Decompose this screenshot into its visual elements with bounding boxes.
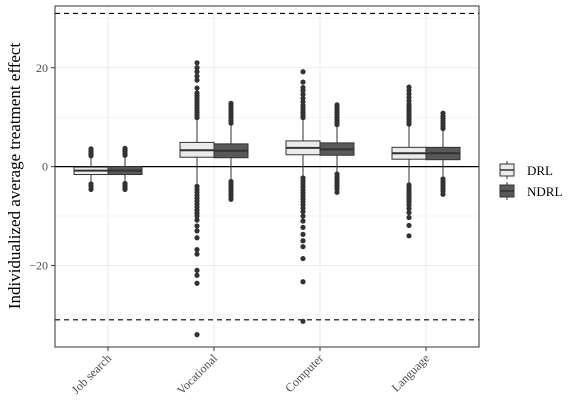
outlier-point bbox=[194, 247, 200, 253]
outlier-point bbox=[300, 238, 306, 244]
box-drl-vocational bbox=[179, 60, 215, 338]
outlier-point bbox=[194, 85, 200, 91]
outlier-point bbox=[194, 228, 200, 234]
outlier-point bbox=[194, 280, 200, 286]
outlier-point bbox=[228, 196, 234, 202]
outlier-point bbox=[440, 110, 446, 116]
outlier-point bbox=[194, 213, 200, 219]
outlier-point bbox=[194, 60, 200, 66]
outlier-point bbox=[300, 318, 306, 324]
outlier-point bbox=[300, 244, 306, 250]
legend-label: NDRL bbox=[527, 184, 562, 199]
x-axis-ticks: Job search Vocational Computer Language bbox=[69, 347, 432, 397]
plot-panel bbox=[55, 6, 479, 347]
box-ndrl-job-search bbox=[107, 145, 143, 192]
outlier-point bbox=[406, 209, 412, 216]
outlier-point bbox=[300, 95, 306, 102]
outlier-point bbox=[194, 69, 200, 75]
outlier-point bbox=[440, 191, 446, 197]
plot-border bbox=[54, 5, 480, 348]
outlier-point bbox=[194, 65, 200, 71]
boxes-layer bbox=[73, 60, 461, 338]
legend-label: DRL bbox=[527, 163, 553, 178]
outlier-point bbox=[406, 233, 412, 239]
outlier-point bbox=[88, 146, 94, 152]
outlier-point bbox=[334, 189, 340, 195]
x-tick-label: Computer bbox=[282, 351, 326, 395]
y-tick-label: 20 bbox=[36, 61, 48, 75]
outlier-point bbox=[194, 332, 200, 338]
legend-item-ndrl: NDRL bbox=[499, 182, 562, 200]
x-tick-label: Job search bbox=[69, 351, 114, 396]
outlier-point bbox=[194, 77, 200, 83]
x-tick-label: Vocational bbox=[174, 351, 221, 398]
outlier-point bbox=[300, 91, 306, 98]
outlier-point bbox=[300, 213, 306, 219]
outlier-point bbox=[334, 102, 340, 108]
outlier-point bbox=[406, 214, 412, 221]
outlier-point bbox=[228, 100, 234, 106]
outlier-point bbox=[194, 251, 200, 257]
outlier-point bbox=[122, 186, 128, 192]
outlier-point bbox=[406, 206, 412, 212]
outlier-point bbox=[406, 84, 412, 90]
outlier-point bbox=[194, 235, 200, 241]
outlier-point bbox=[300, 255, 306, 262]
box-drl-job-search bbox=[73, 146, 109, 192]
outlier-point bbox=[194, 272, 200, 278]
outlier-point bbox=[194, 217, 200, 223]
outlier-point bbox=[300, 69, 306, 75]
outlier-point bbox=[194, 73, 200, 79]
outlier-point bbox=[300, 224, 306, 231]
outlier-point bbox=[122, 145, 128, 151]
outlier-point bbox=[406, 222, 412, 229]
box-ndrl-language bbox=[425, 110, 461, 197]
outlier-point bbox=[194, 90, 200, 96]
legend: DRL NDRL bbox=[499, 161, 562, 200]
outlier-point bbox=[194, 223, 200, 229]
outlier-point bbox=[88, 186, 94, 192]
outlier-point bbox=[300, 79, 306, 85]
outlier-point bbox=[300, 208, 306, 215]
y-tick-label: 0 bbox=[42, 160, 48, 174]
outlier-point bbox=[300, 218, 306, 224]
box-drl-language bbox=[391, 84, 427, 239]
box-drl-computer bbox=[285, 69, 321, 324]
box-ndrl-vocational bbox=[213, 100, 249, 202]
y-axis-title: Individualized average treatment effect bbox=[5, 43, 24, 310]
box-ndrl-computer bbox=[319, 102, 355, 195]
legend-item-drl: DRL bbox=[499, 161, 553, 179]
y-tick-label: −20 bbox=[29, 258, 48, 272]
y-axis-ticks: −20 0 20 bbox=[29, 61, 55, 272]
outlier-point bbox=[300, 231, 306, 237]
outlier-point bbox=[300, 84, 306, 91]
x-tick-label: Language bbox=[389, 351, 432, 394]
outlier-point bbox=[194, 267, 200, 273]
outlier-point bbox=[300, 279, 306, 285]
